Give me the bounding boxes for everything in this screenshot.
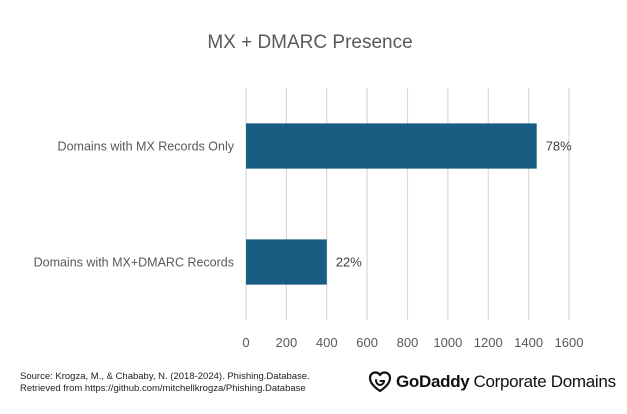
- data-label: 22%: [336, 255, 362, 270]
- x-tick-label: 1400: [514, 335, 543, 350]
- source-line-2: Retrieved from https://github.com/mitche…: [20, 383, 306, 394]
- labels: 0 200 400 600 800 1000 1200 1400 1600 Domains wit…: [34, 139, 584, 351]
- brand-logo: GoDaddy Corporate Domains: [368, 371, 616, 393]
- bar: [246, 239, 327, 285]
- data-label: 78%: [546, 139, 572, 154]
- x-tick-label: 400: [316, 335, 338, 350]
- bar: [246, 123, 537, 169]
- source-line-1: Source: Krogza, M., & Chababy, N. (2018-…: [20, 371, 310, 382]
- source-citation: Source: Krogza, M., & Chababy, N. (2018-…: [20, 371, 310, 395]
- category-label: Domains with MX+DMARC Records: [34, 256, 234, 270]
- x-tick-label: 200: [276, 335, 298, 350]
- brand-name: GoDaddy: [396, 372, 470, 391]
- x-tick-label: 1000: [433, 335, 462, 350]
- category-label: Domains with MX Records Only: [58, 140, 235, 154]
- x-tick-label: 800: [397, 335, 419, 350]
- godaddy-logo-icon: [368, 371, 392, 393]
- chart-title: MX + DMARC Presence: [207, 32, 412, 53]
- brand-suffix: Corporate Domains: [473, 372, 616, 391]
- bars: [246, 123, 537, 285]
- x-tick-label: 1200: [474, 335, 503, 350]
- gridlines: [245, 88, 570, 320]
- x-tick-label: 0: [242, 335, 249, 350]
- x-tick-label: 1600: [555, 335, 584, 350]
- x-tick-label: 600: [356, 335, 378, 350]
